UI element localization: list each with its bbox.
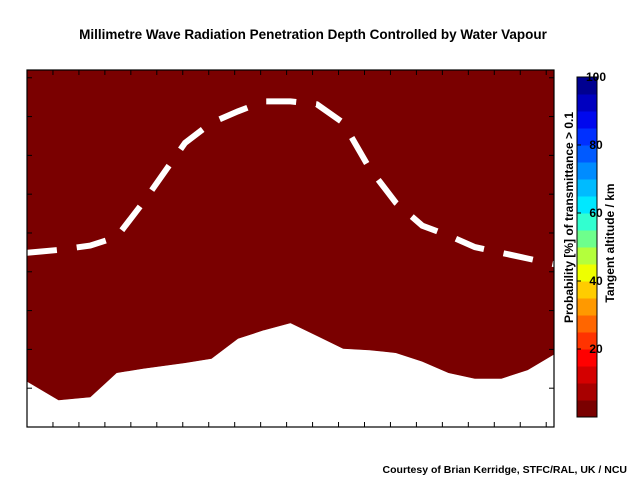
colorbar-tick-label: 60 <box>589 206 603 220</box>
colorbar-segment-18 <box>577 94 597 112</box>
colorbar-segment-13 <box>577 179 597 197</box>
axis-ticks <box>27 70 554 427</box>
colorbar-segment-17 <box>577 111 597 129</box>
colorbar-segment-8 <box>577 264 597 282</box>
colorbar-segment-1 <box>577 383 597 401</box>
colorbar-segment-5 <box>577 315 597 333</box>
colorbar-segment-14 <box>577 162 597 180</box>
colorbar-segment-12 <box>577 196 597 214</box>
colorbar-tick-label: 20 <box>589 342 603 356</box>
colorbar-segment-15 <box>577 145 597 163</box>
colorbar-frame <box>576 76 598 418</box>
colorbar-segment-9 <box>577 247 597 265</box>
colorbar-segment-16 <box>577 128 597 146</box>
colorbar-segment-7 <box>577 281 597 299</box>
colorbar-tick-label: 40 <box>589 274 603 288</box>
dashed-line-layer <box>27 98 554 268</box>
colorbar-segment-2 <box>577 366 597 384</box>
colorbar-ticks: 20 40 60 80 100 <box>577 70 606 356</box>
credit-annotation: Courtesy of Brian Kerridge, STFC/RAL, UK… <box>382 464 627 476</box>
chart-title: Millimetre Wave Radiation Penetration De… <box>79 27 547 42</box>
colorbar-segment-19 <box>577 77 597 95</box>
contour-fills <box>27 70 554 401</box>
colorbar-segment-0 <box>577 400 597 418</box>
colorbar-segment-11 <box>577 213 597 231</box>
contour-band-0 <box>27 70 554 401</box>
colorbar-label: Probability [%] of transmittance > 0.1 <box>562 111 576 323</box>
colorbar-tick-label: 80 <box>589 138 603 152</box>
colorbar-tick-label: 100 <box>586 70 606 84</box>
colorbar-segment-6 <box>577 298 597 316</box>
plot-frame <box>26 69 555 428</box>
colorbar-segment-3 <box>577 349 597 367</box>
y-axis-label: Tangent altitude / km <box>603 183 617 303</box>
dashed-line <box>27 98 554 268</box>
colorbar-segment-4 <box>577 332 597 350</box>
colorbar-segments <box>577 77 597 418</box>
colorbar-segment-10 <box>577 230 597 248</box>
